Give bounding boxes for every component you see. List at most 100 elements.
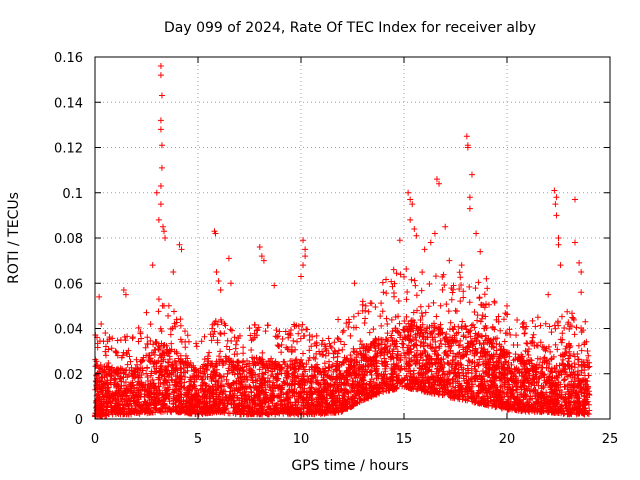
data-point xyxy=(268,355,275,362)
data-point xyxy=(370,326,377,333)
data-point xyxy=(457,337,464,344)
data-point xyxy=(372,303,379,310)
data-point xyxy=(166,382,173,389)
data-point xyxy=(497,327,504,334)
data-point xyxy=(573,324,580,331)
data-point xyxy=(287,327,294,334)
data-point xyxy=(547,348,554,355)
data-point xyxy=(206,349,213,356)
data-point xyxy=(180,397,187,404)
data-point xyxy=(155,374,162,381)
data-point xyxy=(147,321,154,328)
data-point xyxy=(155,296,162,303)
data-point xyxy=(265,322,272,329)
data-point xyxy=(545,364,552,371)
data-point xyxy=(424,342,431,349)
data-point xyxy=(557,336,564,343)
data-point xyxy=(401,273,408,280)
data-point xyxy=(479,312,486,319)
data-point xyxy=(475,362,482,369)
data-point xyxy=(449,376,456,383)
data-point xyxy=(417,303,424,310)
data-point xyxy=(161,352,168,359)
data-point xyxy=(546,361,553,368)
data-point xyxy=(365,308,372,315)
data-point xyxy=(135,324,142,331)
data-point xyxy=(397,271,404,278)
data-point xyxy=(347,352,354,359)
data-point xyxy=(417,342,424,349)
data-point xyxy=(463,373,470,380)
data-point xyxy=(457,361,464,368)
data-point xyxy=(537,322,544,329)
data-point xyxy=(430,299,437,306)
data-point xyxy=(114,352,121,359)
data-point xyxy=(529,334,536,341)
data-point xyxy=(546,323,553,330)
data-point xyxy=(171,308,178,315)
data-point xyxy=(322,352,329,359)
data-point xyxy=(538,399,545,406)
data-point xyxy=(470,321,477,328)
data-point xyxy=(463,344,470,351)
data-point xyxy=(396,320,403,327)
data-point xyxy=(346,319,353,326)
data-point xyxy=(477,318,484,325)
data-point xyxy=(445,360,452,367)
data-point xyxy=(94,344,101,351)
data-point xyxy=(558,371,565,378)
data-point xyxy=(201,333,208,340)
data-point xyxy=(127,358,134,365)
data-point xyxy=(482,332,489,339)
data-point xyxy=(451,323,458,330)
data-point xyxy=(530,386,537,393)
data-point xyxy=(481,291,488,298)
data-point xyxy=(532,323,539,330)
data-point xyxy=(134,361,141,368)
data-points xyxy=(92,63,593,420)
data-point xyxy=(388,316,395,323)
data-point xyxy=(505,397,512,404)
data-point xyxy=(208,378,215,384)
data-point xyxy=(288,382,295,389)
data-point xyxy=(349,395,356,402)
data-point xyxy=(562,350,569,357)
data-point xyxy=(560,377,567,384)
data-point xyxy=(177,322,184,329)
data-point xyxy=(404,289,411,296)
data-point xyxy=(473,368,480,375)
data-point xyxy=(178,338,185,345)
data-point xyxy=(104,387,111,394)
data-point xyxy=(393,270,400,277)
data-point xyxy=(362,315,369,322)
data-point xyxy=(451,395,458,402)
data-point xyxy=(201,356,208,363)
data-point xyxy=(478,315,485,322)
data-point xyxy=(538,364,545,371)
data-point xyxy=(297,335,304,342)
data-point xyxy=(301,332,308,339)
data-point xyxy=(389,328,396,335)
data-point xyxy=(456,269,463,276)
data-point xyxy=(331,339,338,346)
data-point xyxy=(167,331,174,338)
data-point xyxy=(114,337,121,344)
data-point xyxy=(414,356,421,363)
data-point xyxy=(405,332,412,339)
data-point xyxy=(491,299,498,306)
data-point xyxy=(507,331,514,338)
data-point xyxy=(490,344,497,351)
data-point xyxy=(414,347,421,354)
data-point xyxy=(491,326,498,333)
data-point xyxy=(439,286,446,293)
data-point xyxy=(514,316,521,323)
data-point xyxy=(224,337,231,344)
data-point xyxy=(168,340,175,347)
data-point xyxy=(135,338,142,345)
data-point xyxy=(144,374,151,381)
data-point xyxy=(313,332,320,339)
data-point xyxy=(418,287,425,294)
data-point xyxy=(103,372,110,379)
data-point xyxy=(357,350,364,357)
data-point xyxy=(401,318,408,325)
